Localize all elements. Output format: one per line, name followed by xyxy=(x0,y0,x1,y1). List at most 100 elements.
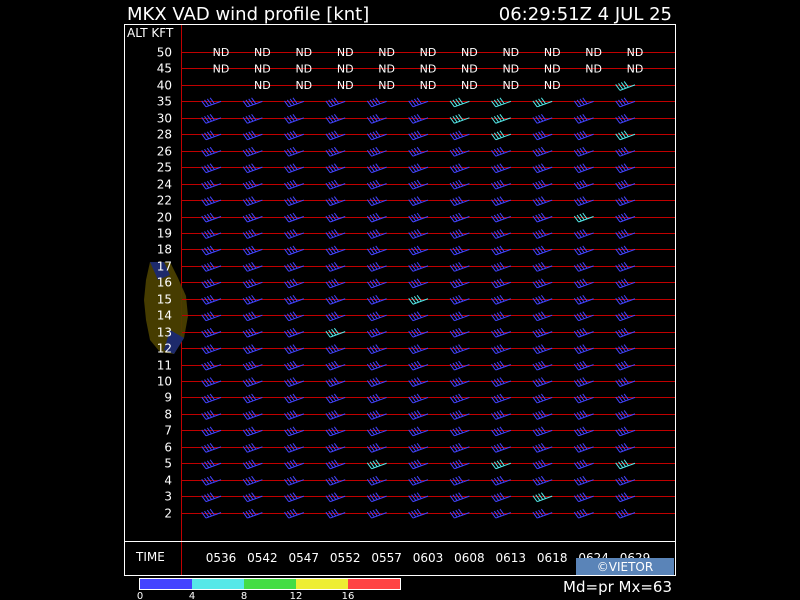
reflectivity-overlay xyxy=(144,262,188,354)
wind-barb xyxy=(491,443,511,453)
wind-barb xyxy=(201,97,222,108)
wind-barb xyxy=(573,278,594,289)
no-data-marks: ND ND ND ND ND ND ND ND ND ND ND ND ND ND ND ND ND ND ND ND… xyxy=(213,46,644,92)
nd-marker: ND xyxy=(627,46,644,59)
altitude-tick-label: 25 xyxy=(157,161,172,175)
credit-badge xyxy=(576,558,674,575)
wind-barb xyxy=(201,130,222,141)
wind-barb xyxy=(366,114,387,124)
wind-barb xyxy=(532,130,553,141)
wind-barb xyxy=(491,492,511,503)
wind-barb xyxy=(366,163,387,174)
altitude-tick-label: 13 xyxy=(157,326,172,340)
wind-barb xyxy=(491,393,511,404)
wind-barb xyxy=(573,229,594,239)
nd-marker: ND xyxy=(502,79,519,92)
wind-barb xyxy=(325,163,346,174)
wind-barb xyxy=(201,377,222,387)
wind-barb xyxy=(325,393,346,404)
wind-barb xyxy=(449,311,470,322)
wind-barb xyxy=(491,360,511,371)
wind-barb xyxy=(408,459,429,470)
wind-barb xyxy=(449,360,470,371)
wind-barb xyxy=(573,130,594,141)
wind-barb xyxy=(284,393,304,404)
wind-barb xyxy=(366,196,387,206)
wind-barb xyxy=(573,492,594,503)
wind-barb xyxy=(366,426,387,437)
wind-barb xyxy=(532,212,553,223)
wind-barb xyxy=(573,212,594,223)
wind-barb xyxy=(284,163,304,174)
wind-barb xyxy=(408,443,429,453)
legend-swatch xyxy=(192,579,244,589)
wind-barb xyxy=(408,360,429,371)
wind-barb xyxy=(201,508,222,519)
wind-barb xyxy=(201,459,222,470)
wind-barb xyxy=(366,97,387,108)
wind-barb xyxy=(615,294,636,305)
wind-barb xyxy=(366,344,387,355)
nd-marker: ND xyxy=(461,46,478,59)
legend-swatch xyxy=(244,579,296,589)
altitude-tick-label: 20 xyxy=(157,211,172,225)
wind-barb xyxy=(491,327,511,338)
wind-barb xyxy=(573,410,594,420)
wind-barb xyxy=(366,294,387,305)
wind-barb xyxy=(242,245,263,256)
wind-barb xyxy=(284,327,304,338)
altitude-tick-label: 5 xyxy=(164,457,172,471)
wind-barb xyxy=(449,508,470,519)
wind-barb xyxy=(491,262,511,272)
wind-barb xyxy=(201,393,222,404)
wind-barb xyxy=(573,360,594,371)
wind-barb xyxy=(491,475,511,486)
legend-swatch xyxy=(140,579,192,589)
wind-barb xyxy=(532,508,553,519)
nd-marker: ND xyxy=(585,62,602,75)
wind-barb xyxy=(449,393,470,404)
wind-barb xyxy=(573,262,594,272)
wind-barb xyxy=(491,163,511,174)
altitude-tick-label: 17 xyxy=(157,260,172,274)
wind-barb xyxy=(325,377,346,387)
time-tick-label: 0608 xyxy=(454,551,485,565)
wind-barb xyxy=(615,245,636,256)
altitude-labels: 5045403530282625242220191817161514131211… xyxy=(157,46,172,521)
wind-barb xyxy=(284,212,304,223)
wind-barb xyxy=(366,393,387,404)
wind-barb xyxy=(532,311,553,322)
nd-marker: ND xyxy=(295,62,312,75)
time-tick-label: 0613 xyxy=(496,551,527,565)
time-tick-label: 0547 xyxy=(289,551,320,565)
wind-barb xyxy=(366,179,387,190)
time-tick-label: 0603 xyxy=(413,551,444,565)
wind-barb xyxy=(325,459,346,470)
wind-barb xyxy=(408,393,429,404)
wind-barb xyxy=(615,278,636,289)
wind-barb xyxy=(408,475,429,486)
altitude-tick-label: 10 xyxy=(157,375,172,389)
wind-barb xyxy=(242,278,263,289)
wind-barb xyxy=(449,294,470,305)
wind-barb xyxy=(325,97,346,108)
wind-barb xyxy=(615,212,636,223)
wind-barb xyxy=(615,492,636,503)
wind-barb xyxy=(615,179,636,190)
altitude-tick-label: 15 xyxy=(157,293,172,307)
wind-barb xyxy=(532,327,553,338)
wind-barb xyxy=(284,492,304,503)
wind-barb xyxy=(408,114,429,124)
wind-barb xyxy=(532,146,553,157)
wind-barb xyxy=(449,97,470,108)
wind-barb xyxy=(242,229,263,239)
wind-barb xyxy=(242,508,263,519)
altitude-tick-label: 9 xyxy=(164,391,172,405)
wind-barb xyxy=(408,508,429,519)
wind-barb xyxy=(366,229,387,239)
wind-barb xyxy=(201,475,222,486)
wind-barb xyxy=(615,327,636,338)
wind-barb xyxy=(325,262,346,272)
wind-barb xyxy=(532,196,553,206)
wind-barb xyxy=(201,278,222,289)
